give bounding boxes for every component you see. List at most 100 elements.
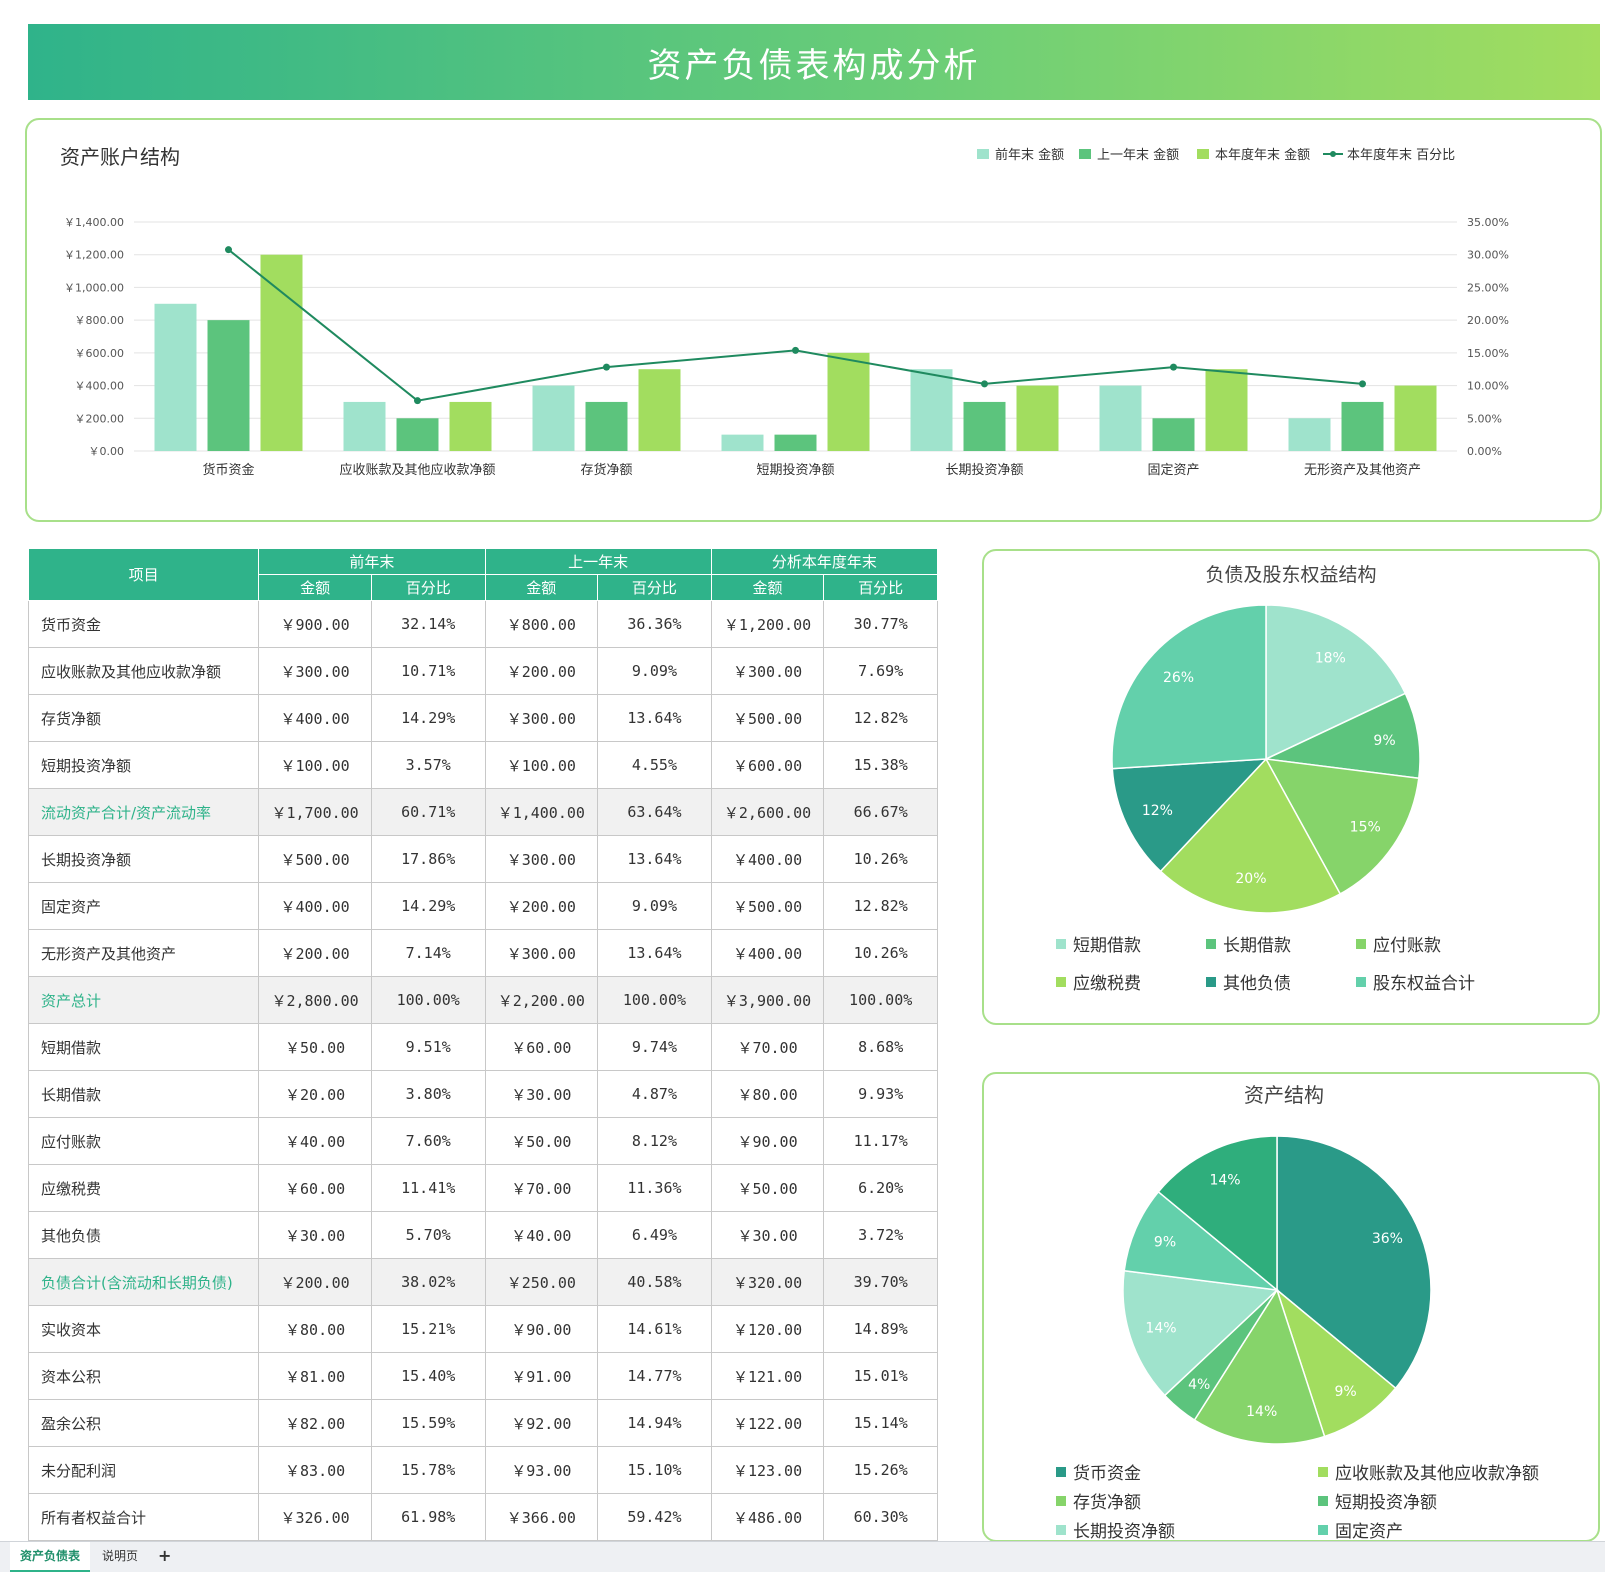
percent-cell[interactable]: 14.77% [597, 1352, 712, 1400]
amount-cell[interactable]: ￥50.00 [710, 1164, 825, 1212]
percent-cell[interactable]: 9.93% [823, 1070, 938, 1118]
header-item[interactable]: 项目 [27, 548, 260, 601]
table-row[interactable]: 短期投资净额 ￥100.00 3.57% ￥100.00 4.55% ￥600.00 15.… [27, 741, 938, 789]
liability-equity-chart-panel[interactable]: 负债及股东权益结构 18% 9% 15% 20% 12% 26% 短期借款 长期借款 应付账款… [982, 549, 1600, 1025]
percent-cell[interactable]: 63.64% [597, 788, 712, 836]
amount-cell[interactable]: ￥100.00 [258, 741, 372, 789]
amount-cell[interactable]: ￥300.00 [484, 694, 599, 742]
percent-cell[interactable]: 32.14% [370, 600, 486, 648]
percent-cell[interactable]: 8.12% [597, 1117, 712, 1165]
percent-cell[interactable]: 4.55% [597, 741, 712, 789]
subheader-amount[interactable]: 金额 [710, 574, 825, 601]
percent-cell[interactable]: 8.68% [823, 1023, 938, 1071]
percent-cell[interactable]: 10.26% [823, 929, 938, 977]
percent-cell[interactable]: 10.26% [823, 835, 938, 883]
row-label[interactable]: 应缴税费 [27, 1164, 260, 1212]
row-label[interactable]: 长期投资净额 [27, 835, 260, 883]
sheet-tab-notes[interactable]: 说明页 [102, 1549, 139, 1563]
percent-cell[interactable]: 17.86% [370, 835, 486, 883]
percent-cell[interactable]: 15.26% [823, 1446, 938, 1494]
table-row[interactable]: 实收资本 ￥80.00 15.21% ￥90.00 14.61% ￥120.00 14.89… [27, 1305, 938, 1353]
percent-cell[interactable]: 6.49% [597, 1211, 712, 1259]
row-label[interactable]: 短期投资净额 [27, 741, 260, 789]
amount-cell[interactable]: ￥200.00 [484, 882, 599, 930]
amount-cell[interactable]: ￥200.00 [258, 1258, 372, 1306]
amount-cell[interactable]: ￥122.00 [710, 1399, 825, 1447]
percent-cell[interactable]: 15.14% [823, 1399, 938, 1447]
amount-cell[interactable]: ￥91.00 [484, 1352, 599, 1400]
amount-cell[interactable]: ￥1,700.00 [258, 788, 372, 836]
table-row[interactable]: 固定资产 ￥400.00 14.29% ￥200.00 9.09% ￥500.00 12.8… [27, 882, 938, 930]
amount-cell[interactable]: ￥400.00 [258, 882, 372, 930]
amount-cell[interactable]: ￥600.00 [710, 741, 825, 789]
asset-structure-pie-panel[interactable]: 资产结构 36% 9% 14% 4% 14% 9% 14% 货币资金 应收账款及其他应收款净额… [982, 1072, 1600, 1571]
percent-cell[interactable]: 15.40% [370, 1352, 486, 1400]
percent-cell[interactable]: 15.38% [823, 741, 938, 789]
table-row[interactable]: 流动资产合计/资产流动率 ￥1,700.00 60.71% ￥1,400.00 63.6… [27, 788, 938, 836]
add-sheet-button[interactable]: + [158, 1546, 172, 1565]
percent-cell[interactable]: 9.09% [597, 647, 712, 695]
percent-cell[interactable]: 3.57% [370, 741, 486, 789]
amount-cell[interactable]: ￥1,400.00 [484, 788, 599, 836]
percent-cell[interactable]: 14.94% [597, 1399, 712, 1447]
amount-cell[interactable]: ￥300.00 [710, 647, 825, 695]
table-row[interactable]: 其他负债 ￥30.00 5.70% ￥40.00 6.49% ￥30.00 3.72% [27, 1211, 938, 1259]
table-row[interactable]: 无形资产及其他资产 ￥200.00 7.14% ￥300.00 13.64% ￥400.0… [27, 929, 938, 977]
table-row[interactable]: 应付账款 ￥40.00 7.60% ￥50.00 8.12% ￥90.00 11.17% [27, 1117, 938, 1165]
amount-cell[interactable]: ￥83.00 [258, 1446, 372, 1494]
percent-cell[interactable]: 11.41% [370, 1164, 486, 1212]
amount-cell[interactable]: ￥500.00 [710, 694, 825, 742]
amount-cell[interactable]: ￥2,800.00 [258, 976, 372, 1024]
row-label[interactable]: 固定资产 [27, 882, 260, 930]
amount-cell[interactable]: ￥90.00 [710, 1117, 825, 1165]
percent-cell[interactable]: 36.36% [597, 600, 712, 648]
amount-cell[interactable]: ￥2,600.00 [710, 788, 825, 836]
percent-cell[interactable]: 5.70% [370, 1211, 486, 1259]
amount-cell[interactable]: ￥81.00 [258, 1352, 372, 1400]
percent-cell[interactable]: 15.78% [370, 1446, 486, 1494]
row-label[interactable]: 实收资本 [27, 1305, 260, 1353]
percent-cell[interactable]: 13.64% [597, 835, 712, 883]
amount-cell[interactable]: ￥70.00 [710, 1023, 825, 1071]
amount-cell[interactable]: ￥500.00 [258, 835, 372, 883]
percent-cell[interactable]: 7.14% [370, 929, 486, 977]
table-row[interactable]: 应收账款及其他应收款净额 ￥300.00 10.71% ￥200.00 9.09% ￥30… [27, 647, 938, 695]
amount-cell[interactable]: ￥3,900.00 [710, 976, 825, 1024]
percent-cell[interactable]: 6.20% [823, 1164, 938, 1212]
percent-cell[interactable]: 66.67% [823, 788, 938, 836]
row-label[interactable]: 未分配利润 [27, 1446, 260, 1494]
percent-cell[interactable]: 60.71% [370, 788, 486, 836]
subheader-amount[interactable]: 金额 [258, 574, 372, 601]
table-row[interactable]: 负债合计(含流动和长期负债) ￥200.00 38.02% ￥250.00 40.58%… [27, 1258, 938, 1306]
percent-cell[interactable]: 3.72% [823, 1211, 938, 1259]
row-label[interactable]: 短期借款 [27, 1023, 260, 1071]
table-row[interactable]: 盈余公积 ￥82.00 15.59% ￥92.00 14.94% ￥122.00 15.14… [27, 1399, 938, 1447]
percent-cell[interactable]: 14.89% [823, 1305, 938, 1353]
amount-cell[interactable]: ￥82.00 [258, 1399, 372, 1447]
percent-cell[interactable]: 14.61% [597, 1305, 712, 1353]
percent-cell[interactable]: 13.64% [597, 929, 712, 977]
table-row[interactable]: 所有者权益合计 ￥326.00 61.98% ￥366.00 59.42% ￥486.00… [27, 1493, 938, 1541]
subheader-percent[interactable]: 百分比 [823, 574, 938, 601]
amount-cell[interactable]: ￥40.00 [484, 1211, 599, 1259]
row-label[interactable]: 应付账款 [27, 1117, 260, 1165]
header-group-prior[interactable]: 前年末 [258, 548, 486, 575]
table-row[interactable]: 短期借款 ￥50.00 9.51% ￥60.00 9.74% ￥70.00 8.68% [27, 1023, 938, 1071]
amount-cell[interactable]: ￥200.00 [484, 647, 599, 695]
row-label[interactable]: 负债合计(含流动和长期负债) [27, 1258, 260, 1306]
row-label[interactable]: 资产总计 [27, 976, 260, 1024]
percent-cell[interactable]: 100.00% [597, 976, 712, 1024]
percent-cell[interactable]: 38.02% [370, 1258, 486, 1306]
header-group-last[interactable]: 上一年末 [484, 548, 712, 575]
percent-cell[interactable]: 9.09% [597, 882, 712, 930]
amount-cell[interactable]: ￥40.00 [258, 1117, 372, 1165]
percent-cell[interactable]: 11.17% [823, 1117, 938, 1165]
table-row[interactable]: 资本公积 ￥81.00 15.40% ￥91.00 14.77% ￥121.00 15.01… [27, 1352, 938, 1400]
sheet-tab-balance[interactable]: 资产负债表 [10, 1542, 91, 1572]
percent-cell[interactable]: 4.87% [597, 1070, 712, 1118]
amount-cell[interactable]: ￥30.00 [258, 1211, 372, 1259]
percent-cell[interactable]: 13.64% [597, 694, 712, 742]
percent-cell[interactable]: 15.21% [370, 1305, 486, 1353]
table-row[interactable]: 未分配利润 ￥83.00 15.78% ￥93.00 15.10% ￥123.00 15.2… [27, 1446, 938, 1494]
row-label[interactable]: 其他负债 [27, 1211, 260, 1259]
